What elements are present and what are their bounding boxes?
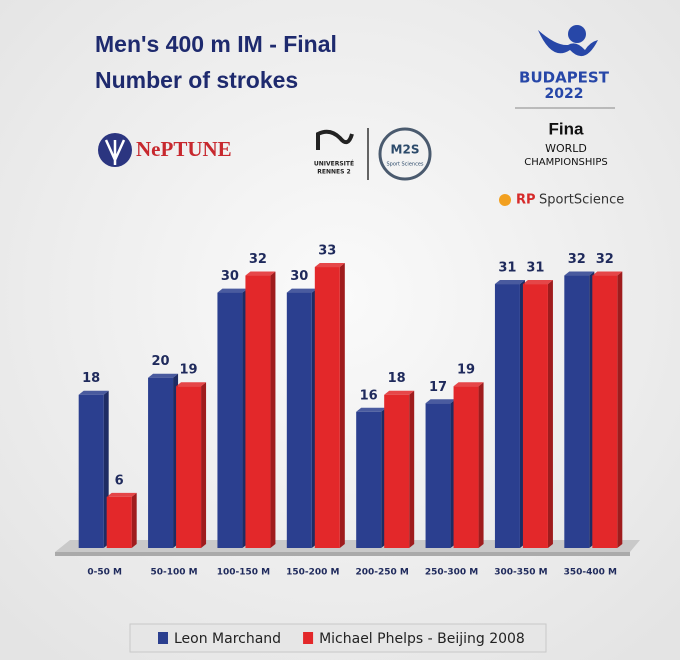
data-label: 32 (596, 252, 614, 267)
logo-text: BUDAPEST (519, 69, 610, 87)
logo-neptune: NePTUNE (98, 133, 232, 167)
data-label: 19 (457, 363, 475, 378)
bar-top (106, 492, 137, 497)
logo-text: NePTUNE (136, 137, 232, 161)
bar-side (270, 271, 276, 548)
bar-top (522, 280, 553, 285)
logo-text: CHAMPIONSHIPS (524, 157, 608, 168)
bar-side (617, 271, 623, 548)
bar-side (547, 280, 553, 548)
bar (453, 386, 479, 548)
logo-university: UNIVERSITÉ RENNES 2 M2S Sport Sciences (314, 127, 432, 181)
data-label: 16 (360, 388, 378, 403)
bar-top (176, 382, 207, 387)
legend: Leon Marchand Michael Phelps - Beijing 20… (158, 631, 525, 647)
bar-top (425, 399, 456, 404)
bar (356, 411, 382, 548)
bar-top (564, 271, 595, 276)
data-label: 6 (115, 473, 124, 488)
logo-text: M2S (391, 143, 420, 157)
bar-top (314, 263, 345, 268)
bar-top (494, 280, 525, 285)
bar-top (217, 288, 248, 293)
bar-top (356, 407, 387, 412)
chart-title: Men's 400 m IM - Final (95, 31, 337, 57)
bar-top (78, 390, 109, 395)
logo-budapest: BUDAPEST 2022 Fina WORLD CHAMPIONSHIPS R… (499, 25, 624, 208)
logo-text: Fina (549, 119, 584, 138)
chart-subtitle: Number of strokes (95, 67, 298, 93)
data-label: 19 (180, 363, 198, 378)
data-label: 30 (290, 269, 308, 284)
data-label: 32 (249, 252, 267, 267)
bar (522, 284, 548, 548)
bar-side (478, 382, 484, 548)
bar-top (148, 373, 179, 378)
bar-side (409, 390, 415, 548)
floor-edge (55, 552, 630, 556)
data-label: 17 (429, 380, 447, 395)
x-tick-label: 50-100 M (150, 568, 197, 578)
bar-top (453, 382, 484, 387)
legend-swatch (158, 632, 168, 644)
logo-text: SportScience (539, 193, 624, 208)
data-label: 30 (221, 269, 239, 284)
x-tick-label: 0-50 M (87, 568, 122, 578)
bar (217, 292, 243, 548)
bar (106, 496, 132, 548)
legend-box (129, 623, 547, 653)
bar-side (131, 492, 137, 548)
data-label: 31 (498, 261, 516, 276)
data-label: 32 (568, 252, 586, 267)
data-label: 33 (318, 244, 336, 259)
logo-text: WORLD (545, 142, 587, 155)
bar (592, 275, 618, 548)
data-label: 18 (82, 371, 100, 386)
logo-text: RP (516, 193, 536, 208)
bar-side (201, 382, 207, 548)
data-label: 18 (388, 371, 406, 386)
bar-top (592, 271, 623, 276)
legend-label: Michael Phelps - Beijing 2008 (319, 631, 525, 647)
bar-top (384, 390, 415, 395)
data-label: 20 (152, 354, 170, 369)
x-tick-label: 300-350 M (494, 568, 547, 578)
bar (78, 394, 104, 548)
bar (494, 284, 520, 548)
bar (425, 403, 451, 548)
x-tick-label: 350-400 M (564, 568, 617, 578)
bar (286, 292, 312, 548)
x-tick-label: 150-200 M (286, 568, 339, 578)
x-tick-label: 250-300 M (425, 568, 478, 578)
bar-top (286, 288, 317, 293)
bar (564, 275, 590, 548)
logo-text: RENNES 2 (317, 169, 350, 176)
bar-side (339, 263, 345, 548)
data-label: 31 (526, 261, 544, 276)
logo-text: Sport Sciences (387, 162, 424, 168)
bar (384, 394, 410, 548)
logo-text: 2022 (545, 86, 584, 102)
legend-swatch (303, 632, 314, 644)
bar-top (245, 271, 276, 276)
bar (314, 267, 340, 548)
x-tick-label: 100-150 M (217, 568, 270, 578)
bar (245, 275, 271, 548)
logo-text: UNIVERSITÉ (314, 160, 354, 168)
x-tick-label: 200-250 M (355, 568, 408, 578)
legend-label: Leon Marchand (174, 631, 281, 647)
bar (148, 377, 174, 548)
bar (176, 386, 202, 548)
